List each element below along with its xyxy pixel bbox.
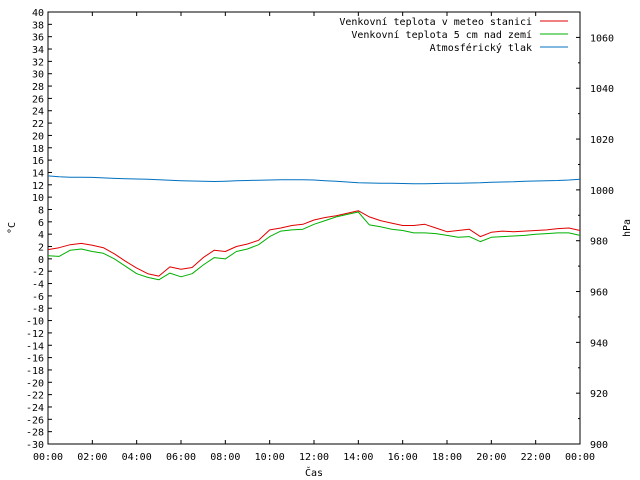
left-tick-label: -8 — [32, 304, 44, 315]
left-tick-label: 12 — [32, 181, 44, 192]
left-tick-label: -14 — [26, 341, 44, 352]
left-tick-label: 24 — [32, 107, 44, 118]
series-lines — [47, 175, 581, 281]
right-tick-label: 980 — [590, 237, 608, 248]
right-tick-label: 1020 — [590, 135, 614, 146]
x-tick-label: 18:00 — [432, 452, 462, 463]
left-tick-label: 10 — [32, 193, 44, 204]
left-axis-label: °C — [7, 222, 18, 234]
left-tick-label: 22 — [32, 119, 44, 130]
left-tick-label: -26 — [26, 415, 44, 426]
legend-label: Venkovní teplota v meteo stanici — [339, 16, 532, 28]
left-tick-label: 28 — [32, 82, 44, 93]
left-tick-label: 16 — [32, 156, 44, 167]
x-tick-label: 00:00 — [565, 452, 595, 463]
left-tick-label: -18 — [26, 366, 44, 377]
x-tick-label: 08:00 — [210, 452, 240, 463]
left-axis: 4038363432302826242220181614121086420-2-… — [26, 8, 52, 451]
right-axis-label: hPa — [622, 219, 633, 237]
right-tick-label: 920 — [590, 389, 608, 400]
right-tick-label: 940 — [590, 338, 608, 349]
left-tick-label: 36 — [32, 33, 44, 44]
right-tick-label: 960 — [590, 288, 608, 299]
left-tick-label: -28 — [26, 428, 44, 439]
x-tick-label: 04:00 — [122, 452, 152, 463]
x-axis-label: Čas — [305, 466, 323, 479]
left-tick-label: -16 — [26, 354, 44, 365]
right-axis: 1060 1040 1020 1000 980 960 940 920 900 — [576, 11, 614, 451]
series-line-2 — [47, 175, 581, 185]
left-tick-label: -2 — [32, 267, 44, 278]
x-tick-label: 02:00 — [77, 452, 107, 463]
left-tick-label: -30 — [26, 440, 44, 451]
series-line-1 — [47, 211, 581, 281]
x-tick-label: 16:00 — [388, 452, 418, 463]
left-tick-label: 14 — [32, 168, 44, 179]
left-tick-label: 34 — [32, 45, 44, 56]
legend-label: Venkovní teplota 5 cm nad zemí — [351, 29, 532, 41]
x-tick-label: 10:00 — [255, 452, 285, 463]
plot-frame — [47, 11, 581, 445]
left-tick-label: 8 — [38, 205, 44, 216]
x-axis: 00:00 02:00 04:00 06:00 08:00 10:00 12:00 14:00… — [33, 12, 595, 463]
left-tick-label: 26 — [32, 94, 44, 105]
left-tick-label: 30 — [32, 70, 44, 81]
left-tick-label: 2 — [38, 243, 44, 254]
left-tick-label: -10 — [26, 317, 44, 328]
left-tick-label: 18 — [32, 144, 44, 155]
left-tick-label: 40 — [32, 8, 44, 19]
x-tick-label: 14:00 — [343, 452, 373, 463]
x-tick-label: 00:00 — [33, 452, 63, 463]
left-tick-label: 38 — [32, 20, 44, 31]
right-tick-label: 900 — [590, 440, 608, 451]
left-tick-label: -6 — [32, 292, 44, 303]
legend: Venkovní teplota v meteo staniciVenkovní… — [339, 16, 568, 54]
left-tick-label: -12 — [26, 329, 44, 340]
left-tick-label: -4 — [32, 280, 44, 291]
left-tick-label: -20 — [26, 378, 44, 389]
left-tick-label: -24 — [26, 403, 44, 414]
left-tick-label: 4 — [38, 230, 44, 241]
left-tick-label: -22 — [26, 391, 44, 402]
legend-label: Atmosférický tlak — [430, 42, 532, 54]
x-tick-label: 06:00 — [166, 452, 196, 463]
left-tick-label: 6 — [38, 218, 44, 229]
left-tick-label: 32 — [32, 57, 44, 68]
x-tick-label: 12:00 — [299, 452, 329, 463]
right-tick-label: 1040 — [590, 84, 614, 95]
x-tick-label: 20:00 — [476, 452, 506, 463]
left-tick-label: 0 — [38, 255, 44, 266]
left-tick-label: 20 — [32, 131, 44, 142]
right-tick-label: 1060 — [590, 33, 614, 44]
series-line-0 — [47, 210, 581, 277]
right-tick-label: 1000 — [590, 186, 614, 197]
x-tick-label: 22:00 — [521, 452, 551, 463]
